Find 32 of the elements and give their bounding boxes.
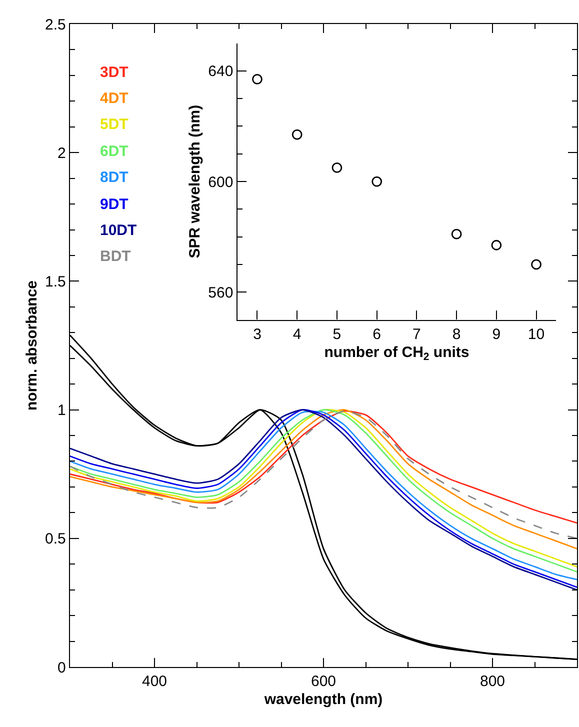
x-tick-label: 800 bbox=[480, 673, 506, 690]
text: 10DT bbox=[100, 222, 137, 239]
text: 4DT bbox=[100, 90, 128, 107]
x-tick-label: 4 bbox=[292, 326, 302, 343]
text: 3DT bbox=[100, 64, 128, 81]
x-axis-title: wavelength (nm) bbox=[263, 691, 383, 708]
x-axis-title: number of CH$_{2}$ units bbox=[324, 344, 470, 364]
y-axis-title: norm. absorbance bbox=[23, 280, 40, 411]
text: 5DT bbox=[100, 116, 128, 133]
text: BDT bbox=[100, 248, 131, 265]
y-tick-label: 600 bbox=[208, 174, 234, 191]
x-tick-label: 7 bbox=[412, 326, 421, 343]
y-tick-label: 1.5 bbox=[45, 273, 66, 290]
text: 6DT bbox=[100, 143, 128, 160]
y-tick-label: 640 bbox=[208, 63, 234, 80]
x-tick-label: 400 bbox=[142, 673, 168, 690]
text: 8DT bbox=[100, 169, 128, 186]
x-tick-label: 9 bbox=[492, 326, 501, 343]
x-tick-label: 600 bbox=[310, 673, 336, 690]
y-tick-label: 0.5 bbox=[45, 530, 66, 548]
y-tick-label: 2.5 bbox=[45, 16, 66, 34]
x-tick-label: 10 bbox=[528, 326, 545, 343]
x-tick-label: 6 bbox=[372, 326, 381, 343]
x-tick-label: 8 bbox=[452, 326, 461, 343]
y-tick-label: 560 bbox=[208, 284, 234, 302]
x-tick-label: 5 bbox=[332, 326, 342, 343]
text: 9DT bbox=[100, 196, 128, 213]
y-tick-label: 1 bbox=[58, 402, 66, 420]
y-axis-title: SPR wavelength (nm) bbox=[186, 104, 204, 258]
x-tick-label: 3 bbox=[253, 326, 262, 343]
y-tick-label: 0 bbox=[58, 659, 66, 676]
y-tick-label: 2 bbox=[58, 144, 66, 162]
